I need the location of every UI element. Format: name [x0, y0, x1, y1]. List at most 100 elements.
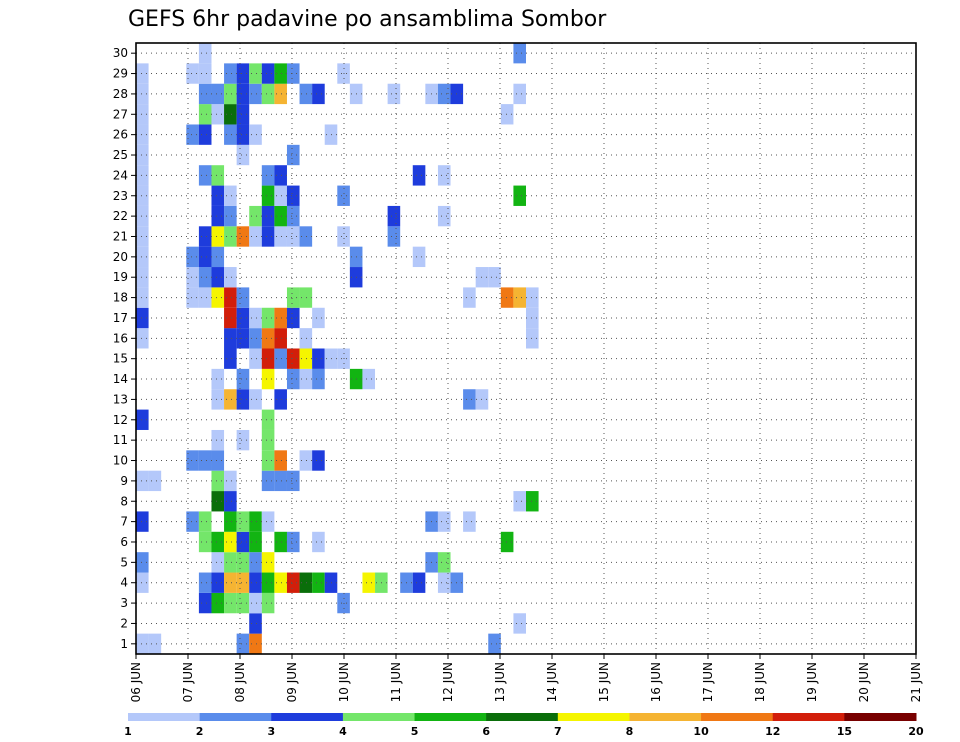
heatmap-cell: [299, 226, 313, 247]
heatmap-cell: [186, 124, 199, 145]
heatmap-cell: [236, 572, 250, 593]
heatmap-cell: [261, 348, 275, 369]
y-tick-label: 10: [113, 454, 128, 468]
heatmap-cell: [211, 185, 225, 206]
heatmap-cell: [224, 470, 237, 492]
heatmap-cell: [249, 633, 262, 654]
heatmap-cell: [337, 226, 350, 247]
heatmap-cell: [136, 287, 149, 308]
heatmap-cell: [274, 226, 287, 247]
heatmap-cell: [500, 531, 514, 553]
heatmap-cell: [224, 104, 237, 125]
x-tick-label: 13 JUN: [493, 662, 507, 702]
x-tick-label: 19 JUN: [805, 662, 819, 702]
y-tick-label: 1: [120, 637, 128, 651]
heatmap-cell: [186, 287, 199, 308]
heatmap-cell: [236, 144, 250, 166]
heatmap-cell: [249, 226, 262, 247]
colorbar-swatch: [414, 713, 487, 721]
heatmap-cell: [513, 491, 526, 512]
heatmap-cell: [186, 450, 199, 471]
heatmap-cell: [261, 429, 275, 451]
heatmap-cell: [249, 552, 262, 573]
heatmap-cell: [236, 389, 250, 410]
x-tick-label: 12 JUN: [441, 662, 455, 702]
heatmap-cell: [136, 409, 149, 430]
heatmap-cell: [211, 429, 225, 451]
heatmap-cell: [249, 63, 262, 84]
heatmap-cell: [261, 185, 275, 206]
colorbar-swatch: [486, 713, 559, 721]
heatmap-cell: [500, 287, 514, 308]
heatmap-cell: [136, 307, 149, 329]
heatmap-cell: [274, 165, 287, 186]
heatmap-cell: [198, 83, 212, 105]
y-tick-label: 25: [113, 148, 128, 162]
heatmap-cell: [236, 368, 250, 390]
heatmap-cell: [186, 511, 199, 532]
plot-frame: [135, 42, 917, 655]
y-tick-label: 14: [113, 372, 128, 386]
heatmap-cell: [198, 267, 212, 288]
colorbar-swatch: [271, 713, 344, 721]
heatmap-cell: [261, 450, 275, 471]
heatmap-cell: [236, 307, 250, 329]
heatmap-cell: [136, 205, 149, 227]
y-tick-label: 13: [113, 392, 128, 406]
x-tick-label: 15 JUN: [597, 662, 611, 702]
heatmap-cell: [198, 246, 212, 268]
y-tick-label: 16: [113, 331, 128, 345]
colorbar-label: 1: [124, 725, 132, 738]
heatmap-cell: [236, 511, 250, 532]
heatmap-cell: [224, 63, 237, 84]
colorbar-label: 6: [482, 725, 490, 738]
heatmap-cell: [211, 104, 225, 125]
colorbar-label: 10: [693, 725, 709, 738]
heatmap-cell: [136, 572, 149, 593]
colorbar-label: 7: [554, 725, 562, 738]
heatmap-cell: [236, 226, 250, 247]
heatmap-cell: [211, 287, 225, 308]
heatmap-cell: [286, 144, 300, 166]
heatmap-cell: [198, 104, 212, 125]
heatmap-cell: [224, 83, 237, 105]
heatmap-cell: [513, 613, 526, 634]
heatmap-cell: [412, 572, 426, 593]
heatmap-cell: [136, 246, 149, 268]
x-tick-label: 08 JUN: [233, 662, 247, 702]
heatmap-cell: [224, 205, 237, 227]
heatmap-cell: [211, 592, 225, 614]
heatmap-cell: [236, 124, 250, 145]
heatmap-cell: [236, 552, 250, 573]
heatmap-cell: [224, 267, 237, 288]
heatmap-cell: [526, 328, 539, 349]
heatmap-cell: [211, 83, 225, 105]
colorbar-label: 12: [765, 725, 780, 738]
heatmap-cell: [224, 307, 237, 329]
heatmap-cell: [437, 205, 451, 227]
heatmap-cell: [299, 450, 313, 471]
y-axis-ticks: 1234567891011121314151617181920212223242…: [113, 46, 136, 651]
heatmap-cell: [224, 552, 237, 573]
heatmap-cell: [136, 144, 149, 166]
heatmap-cell: [312, 307, 325, 329]
colorbar-swatch: [844, 713, 917, 721]
heatmap-cell: [249, 613, 262, 634]
heatmap-cell: [312, 572, 325, 593]
heatmap-cell: [513, 287, 526, 308]
colorbar-label: 4: [339, 725, 347, 738]
heatmap-cell: [261, 409, 275, 430]
heatmap-cell: [362, 368, 376, 390]
heatmap-cell: [198, 124, 212, 145]
heatmap-cell: [299, 287, 313, 308]
heatmap-cell: [136, 552, 149, 573]
y-tick-label: 8: [120, 494, 128, 508]
y-tick-label: 3: [120, 596, 128, 610]
colorbar: 1 2 3 4 5 6 7 8 10 12 15 20: [124, 713, 924, 738]
heatmap-cell: [274, 531, 287, 553]
heatmap-cell: [286, 226, 300, 247]
heatmap-cell: [274, 63, 287, 84]
y-tick-label: 7: [120, 515, 128, 529]
x-axis-ticks: 06 JUN 07 JUN 08 JUN 09 JUN 10 JUN 11 JUN 12 J…: [129, 654, 923, 702]
heatmap-cell: [198, 592, 212, 614]
